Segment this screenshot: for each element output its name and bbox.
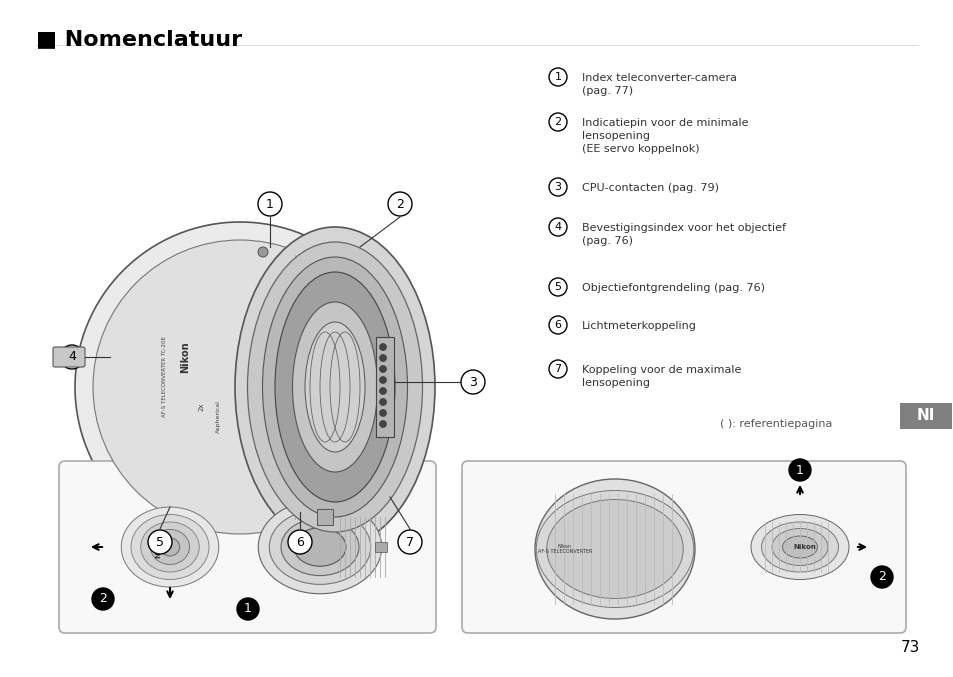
FancyBboxPatch shape [59,461,436,633]
Circle shape [788,459,810,481]
Circle shape [548,278,566,296]
Ellipse shape [771,529,827,565]
Text: 4: 4 [554,222,561,232]
Text: 6: 6 [295,536,304,548]
Text: AF-S TELECONVERTER TC-20E: AF-S TELECONVERTER TC-20E [162,336,168,418]
Circle shape [870,566,892,588]
Circle shape [379,410,386,416]
Circle shape [257,247,268,257]
Text: 5: 5 [156,536,164,548]
Text: Nikon: Nikon [793,544,816,550]
Circle shape [397,530,421,554]
FancyBboxPatch shape [461,461,905,633]
FancyBboxPatch shape [53,347,85,367]
Circle shape [236,598,258,620]
Bar [316,509,333,525]
Ellipse shape [234,227,435,547]
Bar [375,337,394,437]
Circle shape [257,192,282,216]
Text: 6: 6 [554,320,561,330]
Circle shape [548,218,566,236]
Text: Objectiefontgrendeling (pag. 76): Objectiefontgrendeling (pag. 76) [581,283,764,293]
Text: Nikon: Nikon [154,536,161,559]
Circle shape [75,222,405,552]
Circle shape [548,113,566,131]
Text: 2: 2 [554,117,561,127]
Text: 2: 2 [877,571,885,584]
Ellipse shape [258,500,381,594]
Text: Koppeling voor de maximale
lensopening: Koppeling voor de maximale lensopening [581,365,740,388]
Text: CPU-contacten (pag. 79): CPU-contacten (pag. 79) [581,183,719,193]
Text: Indicatiepin voor de minimale
lensopening
(EE servo koppelnok): Indicatiepin voor de minimale lensopenin… [581,118,748,154]
Text: Aspherical: Aspherical [215,401,220,433]
Circle shape [288,530,312,554]
Text: NI: NI [916,408,934,424]
Ellipse shape [781,536,817,558]
Circle shape [379,366,386,372]
Text: Nikon: Nikon [180,341,190,373]
Ellipse shape [247,242,422,532]
Ellipse shape [305,322,365,452]
Ellipse shape [760,522,838,572]
Bar [375,542,387,552]
Ellipse shape [151,529,190,565]
Ellipse shape [535,479,695,619]
Circle shape [148,530,172,554]
Text: Index teleconverter-camera
(pag. 77): Index teleconverter-camera (pag. 77) [581,73,737,96]
Text: 1: 1 [795,464,803,477]
Circle shape [460,370,484,394]
Circle shape [379,420,386,427]
Ellipse shape [160,538,179,556]
Ellipse shape [293,302,377,472]
Circle shape [548,68,566,86]
Circle shape [388,192,412,216]
Ellipse shape [294,528,346,566]
Text: ■ Nomenclatuur: ■ Nomenclatuur [36,29,242,49]
Text: Lichtmeterkoppeling: Lichtmeterkoppeling [581,321,696,331]
Text: 1: 1 [266,198,274,211]
Text: Nikon
AF-S TELECONVERTER: Nikon AF-S TELECONVERTER [537,544,592,554]
Text: 2x: 2x [199,403,205,411]
Text: 1: 1 [554,72,561,82]
Ellipse shape [141,522,199,572]
Circle shape [548,316,566,334]
Ellipse shape [121,507,218,587]
Circle shape [548,178,566,196]
Ellipse shape [274,272,395,502]
Ellipse shape [269,510,371,584]
Text: 7: 7 [406,536,414,548]
Ellipse shape [262,257,407,517]
Text: Bevestigingsindex voor het objectief
(pag. 76): Bevestigingsindex voor het objectief (pa… [581,223,785,246]
Ellipse shape [536,491,693,607]
Circle shape [379,399,386,406]
Text: 73: 73 [900,640,919,655]
Text: 5: 5 [554,282,561,292]
Text: 1: 1 [244,603,252,615]
Text: 2: 2 [395,198,403,211]
Circle shape [91,588,113,610]
Circle shape [379,355,386,362]
Circle shape [60,345,84,369]
Text: ( ): referentiepagina: ( ): referentiepagina [720,419,832,429]
Ellipse shape [281,519,358,575]
Text: 2: 2 [99,592,107,605]
Text: 3: 3 [469,376,476,389]
Text: 3: 3 [554,182,561,192]
Text: 4: 4 [68,351,76,364]
Ellipse shape [750,515,848,580]
Ellipse shape [131,515,209,580]
Text: 7: 7 [554,364,561,374]
Circle shape [379,343,386,351]
Circle shape [548,360,566,378]
Circle shape [92,240,387,534]
Circle shape [379,376,386,383]
Circle shape [379,387,386,395]
Bar [899,403,951,429]
Ellipse shape [546,500,682,598]
